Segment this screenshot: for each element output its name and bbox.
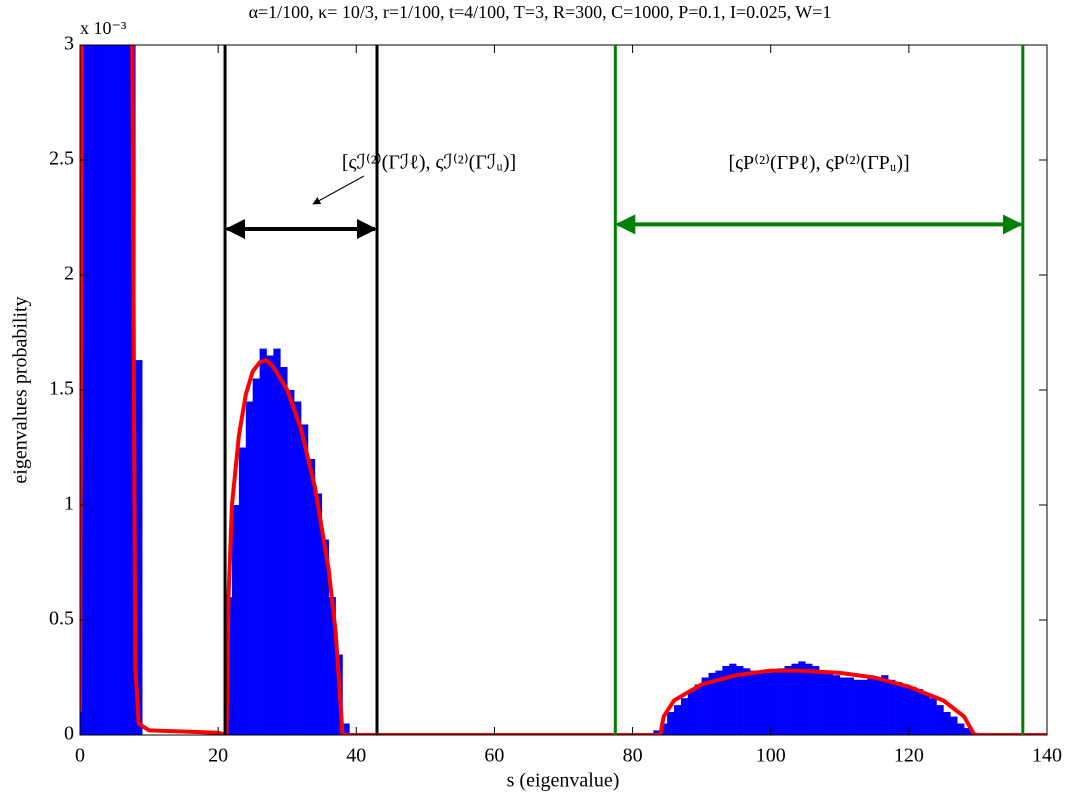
histogram-bar — [853, 679, 861, 735]
x-axis-label: s (eigenvalue) — [507, 770, 620, 792]
histogram-bar — [929, 698, 937, 735]
interval-label: [ςP⁽²⁾(ΓPℓ), ςP⁽²⁾(ΓPᵤ)] — [728, 152, 909, 174]
histogram-bar — [888, 679, 896, 735]
histogram-bar — [922, 693, 930, 735]
histogram-bar — [881, 675, 889, 735]
x-tick-label: 140 — [1032, 745, 1062, 767]
y-tick-label: 3 — [64, 33, 74, 55]
histogram-bar — [238, 447, 247, 735]
histogram-bar — [950, 716, 958, 735]
histogram-bar — [901, 684, 910, 735]
histogram-bar — [107, 45, 115, 735]
histogram-bar — [805, 663, 813, 735]
interval-label: [ςℐ⁽²⁾(Γℐℓ), ςℐ⁽²⁾(Γℐᵤ)] — [342, 152, 516, 174]
histogram-bar — [680, 698, 689, 735]
histogram-bar — [321, 539, 329, 735]
histogram-bar — [846, 677, 854, 735]
x-tick-label: 120 — [894, 745, 924, 767]
histogram-bar — [874, 677, 882, 735]
histogram-bar — [784, 666, 792, 735]
histogram-bar — [660, 723, 668, 735]
histogram-bar — [756, 672, 765, 735]
histogram-bar — [729, 663, 737, 735]
histogram-bar — [708, 672, 716, 735]
histogram-bar — [674, 705, 682, 735]
histogram-bar — [867, 677, 875, 735]
histogram-bar — [342, 723, 350, 735]
histogram-bar — [936, 705, 944, 735]
histogram-bar — [273, 348, 281, 735]
histogram-bar — [135, 360, 143, 735]
y-tick-label: 1 — [64, 493, 74, 515]
histogram-bar — [653, 730, 661, 735]
histogram-bar — [915, 689, 923, 735]
histogram-bar — [770, 670, 778, 735]
histogram-bar — [715, 670, 723, 735]
histogram-bar — [314, 493, 323, 735]
histogram-bar — [860, 679, 868, 735]
histogram-bar — [777, 668, 785, 735]
histogram-bar — [819, 670, 827, 735]
histogram-bar — [307, 459, 316, 735]
histogram-bar — [128, 45, 136, 735]
histogram-bar — [791, 663, 799, 735]
y-tick-label: 1.5 — [49, 378, 74, 400]
histogram-bar — [694, 684, 702, 735]
y-axis-label: eigenvalues probability — [10, 296, 32, 483]
histogram-bar — [245, 401, 253, 735]
histogram-bar — [839, 677, 847, 735]
histogram-bar — [895, 682, 903, 735]
histogram-bar — [294, 401, 302, 735]
y-tick-label: 2 — [64, 263, 74, 285]
histogram-bar — [287, 390, 295, 735]
histogram-bar — [957, 723, 965, 735]
y-tick-label: 2.5 — [49, 148, 74, 170]
x-tick-label: 60 — [484, 745, 504, 767]
histogram-bar — [687, 691, 696, 735]
histogram-bar — [832, 675, 841, 735]
histogram-bar — [121, 45, 129, 735]
x-tick-label: 0 — [75, 745, 85, 767]
y-tick-label: 0.5 — [49, 608, 74, 630]
annotation-pointer — [312, 175, 365, 205]
histogram-bar — [280, 367, 288, 735]
histogram-bar — [812, 666, 820, 735]
histogram-bar — [943, 712, 951, 735]
histogram-bar — [701, 677, 709, 735]
histogram-bar — [798, 661, 806, 735]
histogram-bar — [100, 45, 108, 735]
x-tick-label: 40 — [346, 745, 366, 767]
histogram-bar — [328, 597, 336, 735]
y-tick-label: 0 — [64, 723, 74, 745]
histogram-bar — [266, 355, 274, 735]
histogram-bar — [231, 505, 240, 735]
histogram-bar — [667, 712, 675, 735]
x-tick-label: 80 — [623, 745, 643, 767]
x-tick-label: 20 — [208, 745, 228, 767]
histogram-bar — [301, 424, 309, 735]
y-exponent: x 10⁻³ — [80, 18, 127, 38]
histogram-bar — [86, 45, 95, 735]
histogram-bar — [964, 728, 972, 735]
chart-title: α=1/100, κ= 10/3, r=1/100, t=4/100, T=3,… — [249, 2, 832, 22]
histogram-bar — [743, 668, 751, 735]
histogram-bar — [825, 672, 834, 735]
histogram-bar — [749, 670, 758, 735]
histogram-bar — [252, 378, 260, 735]
histogram-bar — [908, 686, 917, 735]
histogram-bar — [259, 348, 267, 735]
histogram-bar — [722, 666, 730, 735]
histogram-bar — [763, 672, 772, 735]
histogram-bar — [114, 45, 122, 735]
histogram-bar — [93, 45, 102, 735]
histogram-bar — [736, 666, 744, 735]
x-tick-label: 100 — [756, 745, 786, 767]
